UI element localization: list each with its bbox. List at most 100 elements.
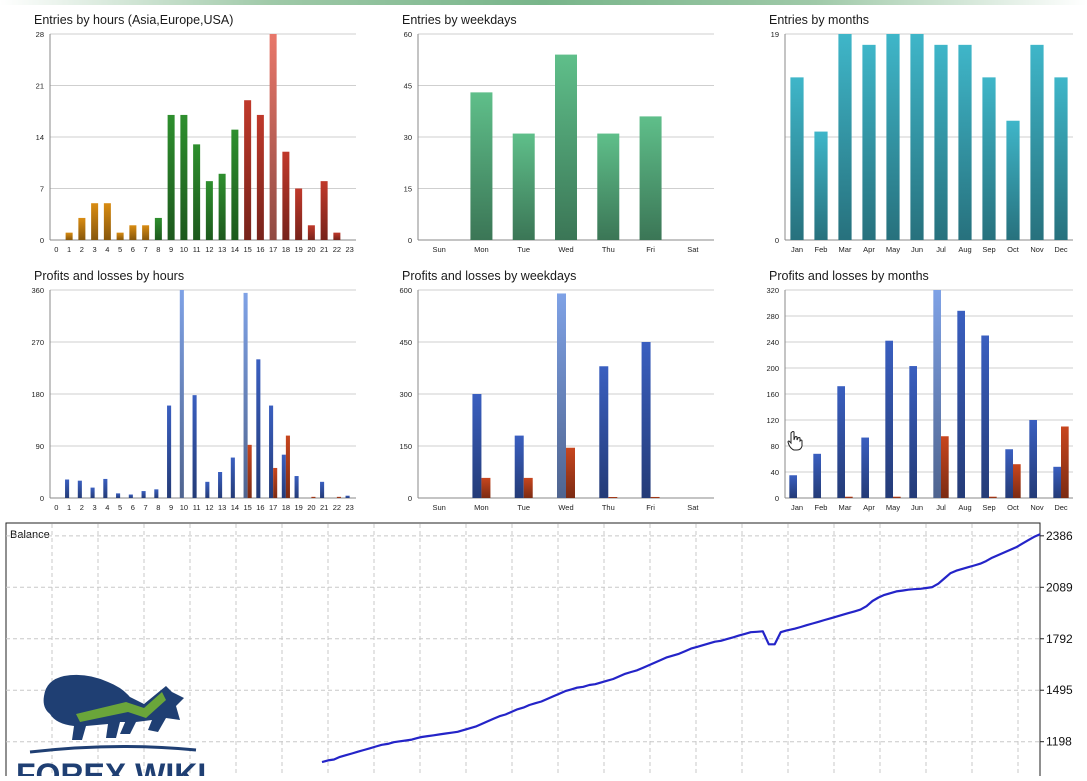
y-tick-label: 0: [40, 494, 44, 503]
bar: [512, 133, 535, 240]
bar: [282, 151, 290, 240]
bar: [838, 34, 852, 240]
bar: [555, 54, 577, 240]
loss-bar: [893, 496, 901, 498]
x-tick-label: 22: [333, 503, 341, 512]
profit-bar: [472, 394, 482, 498]
x-tick-label: Sun: [432, 503, 445, 512]
x-tick-label: 17: [269, 245, 277, 254]
entries-by-months-chart: Entries by months 0 19 Jan Feb Mar Apr May Jun Ju…: [755, 8, 1087, 258]
profits-losses-by-hours-svg: Profits and losses by hours 0 90 180 270 360 0…: [31, 269, 356, 512]
bar: [142, 225, 150, 240]
bar: [910, 34, 924, 240]
profit-bar: [345, 495, 350, 498]
bar: [116, 232, 124, 240]
x-tick-label: 8: [156, 245, 160, 254]
loss-bar: [523, 477, 533, 498]
x-tick-label: 9: [169, 245, 173, 254]
loss-bar: [481, 477, 491, 498]
bar: [244, 100, 252, 240]
x-tick-label: Dec: [1054, 245, 1068, 254]
x-tick-label: Apr: [863, 503, 875, 512]
x-tick-label: Mar: [839, 245, 852, 254]
plot-frame: [5, 522, 1041, 781]
x-tick-label: 14: [231, 245, 239, 254]
y-tick-label: 300: [399, 390, 412, 399]
x-tick-label: Wed: [558, 245, 573, 254]
entries-by-months-svg: Entries by months 0 19 Jan Feb Mar Apr May Jun Ju…: [769, 13, 1073, 254]
x-tick-label: Jul: [936, 503, 946, 512]
bar: [790, 77, 804, 240]
bar: [205, 181, 213, 240]
entries-by-weekdays-svg: Entries by weekdays 0 15 30 45 60 Sun Mon Tue Wed…: [402, 13, 714, 254]
y-tick-label: 320: [766, 286, 779, 295]
x-tick-label: 12: [205, 245, 213, 254]
x-tick-label: 5: [118, 503, 122, 512]
entries-by-hours-chart: Entries by hours (Asia,Europe,USA) 0 7 14 21…: [20, 8, 370, 258]
chart-title: Entries by hours (Asia,Europe,USA): [34, 13, 233, 27]
chart-title: Balance: [10, 529, 50, 541]
bar: [129, 225, 137, 240]
bar: [103, 203, 111, 240]
x-tick-label: Feb: [815, 503, 828, 512]
x-tick-label: Tue: [517, 245, 530, 254]
profit-bar: [1005, 449, 1013, 498]
x-tick-label: Sat: [687, 245, 699, 254]
balance-line: [321, 533, 1041, 764]
x-tick-label: Sat: [687, 503, 699, 512]
entries-by-weekdays-chart: Entries by weekdays 0 15 30 45 60 Sun Mon Tue Wed…: [388, 8, 728, 258]
profit-bar: [167, 405, 172, 498]
profit-bar: [281, 454, 286, 498]
y-tick-label: 0: [40, 236, 44, 245]
x-tick-label: Jan: [791, 503, 803, 512]
profit-bar: [909, 366, 917, 498]
x-tick-label: 2: [80, 245, 84, 254]
loss-bar: [941, 436, 949, 498]
x-tick-label: 17: [269, 503, 277, 512]
profit-bar: [256, 359, 261, 498]
x-tick-label: Fri: [646, 503, 655, 512]
profit-bar: [65, 479, 70, 498]
x-tick-label: 0: [54, 245, 58, 254]
y-tick-label: 21: [36, 82, 44, 91]
x-tick-label: 13: [218, 245, 226, 254]
x-tick-label: 18: [282, 245, 290, 254]
x-tick-label: 4: [105, 245, 109, 254]
y-tick-label: 30: [404, 133, 412, 142]
x-tick-label: Sep: [982, 245, 995, 254]
profit-bar: [320, 481, 325, 498]
balance-svg: Balance 1198 1495 1792 2089 2386: [5, 522, 1073, 781]
x-tick-label: Thu: [602, 503, 615, 512]
x-tick-label: Jun: [911, 503, 923, 512]
bar: [862, 44, 876, 241]
x-tick-label: 4: [105, 503, 109, 512]
chart-title: Profits and losses by hours: [34, 269, 184, 283]
x-tick-label: Aug: [958, 245, 971, 254]
y-tick-label: 0: [775, 236, 779, 245]
loss-bar: [845, 496, 853, 498]
profit-bar: [141, 491, 146, 498]
y-tick-label: 90: [36, 442, 44, 451]
chart-title: Entries by weekdays: [402, 13, 517, 27]
profit-bar: [154, 489, 159, 498]
y-tick-label: 2386: [1046, 529, 1073, 543]
x-tick-label: 20: [307, 503, 315, 512]
x-tick-label: 7: [144, 503, 148, 512]
y-tick-label: 600: [399, 286, 412, 295]
bar: [1006, 120, 1020, 240]
x-tick-label: Jun: [911, 245, 923, 254]
loss-bar: [336, 496, 341, 498]
forex-wiki-logo: FOREX WIKI: [16, 668, 216, 781]
bar: [597, 133, 620, 240]
x-tick-label: Tue: [517, 503, 530, 512]
profit-bar: [128, 494, 133, 498]
loss-bar: [566, 447, 575, 498]
x-tick-label: 0: [54, 503, 58, 512]
x-tick-label: Wed: [558, 503, 573, 512]
x-tick-label: 16: [256, 503, 264, 512]
bar: [886, 34, 900, 240]
y-tick-label: 0: [775, 494, 779, 503]
x-tick-label: Fri: [646, 245, 655, 254]
loss-bar: [285, 435, 290, 498]
chart-title: Entries by months: [769, 13, 869, 27]
